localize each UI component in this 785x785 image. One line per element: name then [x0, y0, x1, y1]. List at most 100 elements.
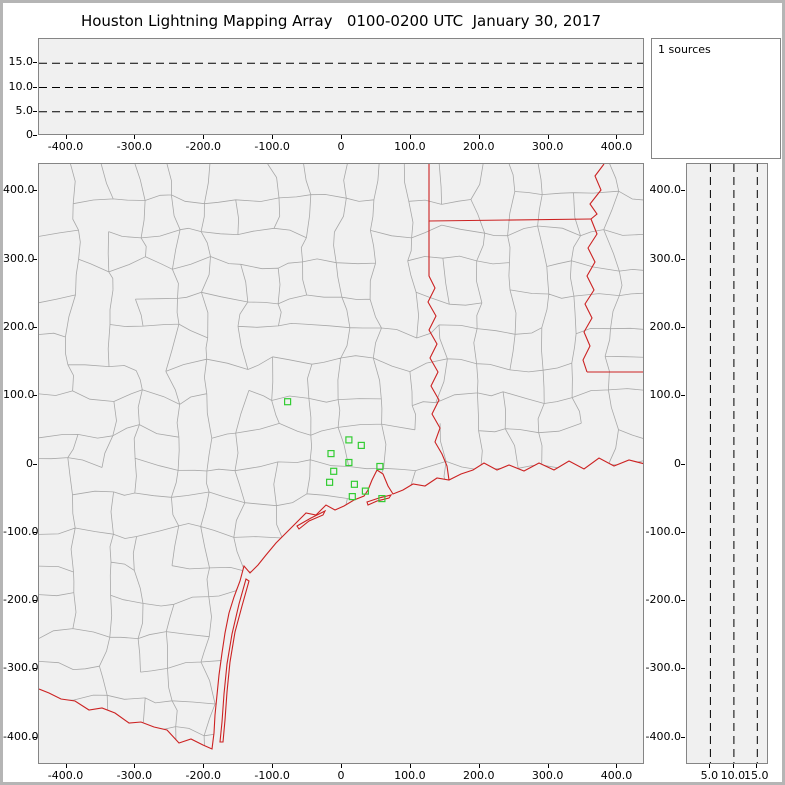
- axis-tick-label: -100.0: [645, 524, 681, 538]
- axis-tick-mark: [33, 258, 37, 260]
- axis-tick-label: 400.0: [649, 183, 682, 197]
- axis-tick-label: -100.0: [254, 140, 290, 153]
- axis-tick-label: 0: [337, 140, 345, 153]
- lma-station-marker: [326, 478, 334, 486]
- sources-count: 1 sources: [658, 43, 711, 56]
- sources-box: 1 sources: [651, 38, 781, 159]
- axis-tick-mark: [203, 764, 205, 768]
- axis-tick-label: -300.0: [116, 769, 153, 782]
- axis-tick-label: 100.0: [649, 388, 682, 402]
- axis-tick-label: 0: [337, 769, 345, 782]
- axis-tick-mark: [341, 764, 342, 768]
- axis-tick-mark: [272, 764, 274, 768]
- axis-tick-mark: [33, 62, 37, 64]
- axis-tick-label: 300.0: [531, 140, 564, 153]
- axis-tick-mark: [681, 258, 685, 260]
- axis-tick-mark: [33, 86, 37, 88]
- lma-station-marker: [357, 441, 365, 449]
- axis-tick-mark: [134, 135, 136, 139]
- axis-tick-mark: [33, 395, 37, 397]
- axis-tick-mark: [681, 736, 685, 738]
- axis-tick-mark: [33, 531, 37, 533]
- axis-tick-label: -300.0: [645, 661, 681, 675]
- lma-station-marker: [345, 436, 353, 444]
- axis-tick-mark: [681, 395, 685, 397]
- axis-tick-mark: [616, 764, 618, 768]
- axis-tick-label: -400.0: [47, 769, 84, 782]
- axis-tick-label: 15.0: [744, 769, 769, 782]
- lma-station-marker: [345, 458, 353, 467]
- lma-station-marker: [284, 398, 292, 406]
- axis-tick-label: 10.0: [8, 79, 34, 93]
- axis-tick-label: 100.0: [3, 388, 35, 402]
- axis-tick-label: 0: [26, 456, 33, 470]
- axis-tick-label: 200.0: [462, 140, 495, 153]
- axis-tick-label: 300.0: [649, 251, 682, 265]
- state-border-path: [427, 221, 450, 481]
- axis-tick-mark: [616, 135, 618, 139]
- axis-tick-mark: [33, 463, 37, 465]
- state-border-path: [582, 164, 605, 373]
- axis-tick-label: 0: [26, 128, 33, 141]
- axis-tick-label: 200.0: [649, 319, 682, 333]
- axis-tick-mark: [681, 600, 685, 602]
- axis-tick-label: 200.0: [462, 769, 495, 782]
- axis-tick-label: 100.0: [394, 140, 426, 153]
- axis-tick-label: 5.0: [15, 103, 34, 117]
- axis-tick-mark: [409, 764, 411, 768]
- axis-tick-mark: [756, 764, 758, 768]
- altitude-ew-panel[interactable]: [38, 38, 644, 135]
- axis-tick-label: 200.0: [3, 319, 35, 333]
- coastline-path: [39, 457, 643, 750]
- axis-tick-mark: [33, 135, 37, 136]
- axis-tick-label: 400.0: [600, 769, 633, 782]
- axis-tick-mark: [33, 600, 37, 602]
- axis-tick-label: -300.0: [116, 140, 153, 153]
- axis-tick-mark: [33, 190, 37, 192]
- axis-tick-label: 300.0: [3, 251, 35, 265]
- axis-tick-label: -400.0: [47, 140, 84, 153]
- altitude-ew-plot: [39, 62, 643, 113]
- axis-tick-mark: [65, 764, 67, 768]
- lma-station-marker: [350, 480, 358, 488]
- axis-tick-label: -200.0: [3, 593, 39, 607]
- axis-tick-mark: [65, 135, 67, 139]
- axis-tick-label: -200.0: [645, 593, 681, 607]
- axis-tick-mark: [33, 736, 37, 738]
- plan-view-map: [39, 164, 643, 763]
- axis-tick-label: 0: [674, 456, 681, 470]
- axis-tick-label: -100.0: [3, 524, 39, 538]
- altitude-ns-plot: [709, 164, 758, 763]
- lma-station-marker: [348, 493, 356, 501]
- axis-tick-mark: [134, 764, 136, 768]
- plan-view-map-panel[interactable]: [38, 163, 644, 764]
- axis-tick-mark: [33, 110, 37, 112]
- axis-tick-label: 400.0: [600, 140, 633, 153]
- lma-station-marker: [361, 487, 369, 495]
- axis-tick-label: 400.0: [3, 183, 35, 197]
- state-border-path: [219, 578, 250, 743]
- altitude-ns-panel[interactable]: [686, 163, 768, 764]
- axis-tick-label: 300.0: [531, 769, 564, 782]
- axis-tick-mark: [341, 135, 342, 139]
- axis-tick-mark: [547, 764, 549, 768]
- lma-station-marker: [376, 462, 384, 471]
- axis-tick-label: 100.0: [394, 769, 426, 782]
- axis-tick-label: -400.0: [645, 729, 681, 743]
- axis-tick-mark: [33, 326, 37, 328]
- axis-tick-mark: [681, 326, 685, 328]
- axis-tick-mark: [478, 764, 480, 768]
- county-boundaries: [39, 164, 643, 763]
- axis-tick-label: 5.0: [700, 769, 719, 782]
- axis-tick-mark: [272, 135, 274, 139]
- lma-station-marker: [327, 450, 335, 458]
- lma-station-marker: [330, 467, 338, 475]
- axis-tick-label: 15.0: [8, 55, 34, 69]
- axis-tick-mark: [203, 135, 205, 139]
- axis-tick-mark: [547, 135, 549, 139]
- axis-tick-mark: [709, 764, 711, 768]
- axis-tick-mark: [478, 135, 480, 139]
- lma-station-marker: [378, 495, 386, 503]
- axis-tick-label: -100.0: [254, 769, 290, 782]
